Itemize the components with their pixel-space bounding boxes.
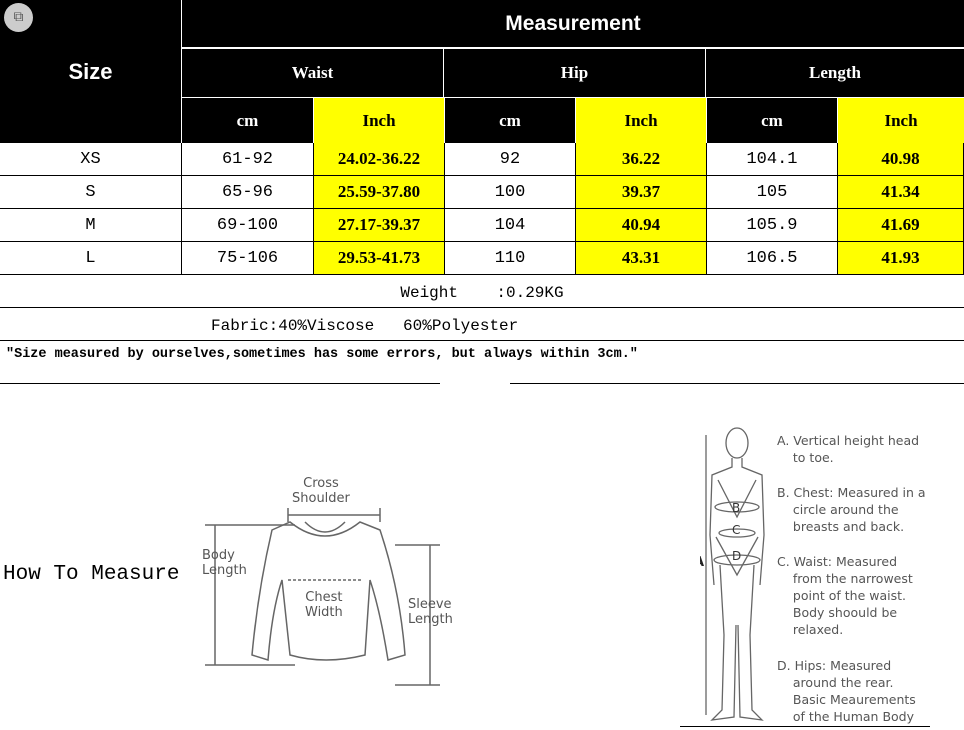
value-cell: 25.59-37.80 [313,176,445,209]
value-cell: 41.34 [837,176,964,209]
body-diagram: A B C D [700,427,765,721]
desc-d: D. Hips: Measured around the rear. Basic… [777,658,916,724]
value-cell: 100 [444,176,576,209]
value-cell: 39.37 [575,176,707,209]
waist-header: Waist [182,49,443,97]
size-cell: XS [0,143,182,176]
unit-header-cm: cm [182,98,313,143]
value-cell: 105 [706,176,838,209]
note-text: "Size measured by ourselves,sometimes ha… [6,347,638,362]
sleeve-length-label: Sleeve Length [408,597,453,627]
fabric-text: Fabric:40%Viscose 60%Polyester [211,317,519,335]
value-cell: 69-100 [181,209,314,242]
value-cell: 40.98 [837,143,964,176]
how-to-measure-label: How To Measure [3,563,180,586]
value-cell: 29.53-41.73 [313,242,445,275]
desc-b: B. Chest: Measured in a circle around th… [777,485,926,534]
value-cell: 110 [444,242,576,275]
value-cell: 106.5 [706,242,838,275]
value-cell: 41.69 [837,209,964,242]
length-header: Length [706,49,964,97]
value-cell: 61-92 [181,143,314,176]
size-cell: S [0,176,182,209]
body-length-label: Body Length [202,548,247,578]
chest-width-label: Chest Width [305,590,343,620]
weight-text: Weight :0.29KG [400,284,564,302]
size-cell: M [0,209,182,242]
value-cell: 27.17-39.37 [313,209,445,242]
unit-header-cm: cm [707,98,837,143]
value-cell: 104.1 [706,143,838,176]
hip-header: Hip [444,49,705,97]
value-cell: 24.02-36.22 [313,143,445,176]
value-cell: 40.94 [575,209,707,242]
value-cell: 105.9 [706,209,838,242]
desc-c: C. Waist: Measured from the narrowest po… [777,554,913,637]
image-search-icon[interactable]: ⧉ [4,3,33,32]
label-d: D [732,549,741,563]
value-cell: 41.93 [837,242,964,275]
value-cell: 92 [444,143,576,176]
size-cell: L [0,242,182,275]
value-cell: 36.22 [575,143,707,176]
desc-a: A. Vertical height head to toe. [777,433,920,465]
value-cell: 104 [444,209,576,242]
unit-header-inch: Inch [838,98,964,143]
cross-shoulder-label: Cross Shoulder [292,476,350,506]
unit-header-inch: Inch [314,98,444,143]
value-cell: 75-106 [181,242,314,275]
label-a: A [700,555,704,570]
value-cell: 43.31 [575,242,707,275]
value-cell: 65-96 [181,176,314,209]
label-b: B [732,501,740,515]
unit-header-cm: cm [445,98,575,143]
unit-header-inch: Inch [576,98,706,143]
sweater-diagram [205,508,440,686]
measurement-header: Measurement [182,0,964,47]
label-c: C [732,523,740,537]
